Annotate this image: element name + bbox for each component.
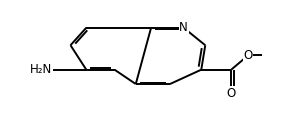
Text: O: O [226, 87, 236, 100]
Text: H₂N: H₂N [30, 63, 53, 76]
Text: N: N [179, 21, 188, 34]
Text: O: O [244, 49, 253, 62]
